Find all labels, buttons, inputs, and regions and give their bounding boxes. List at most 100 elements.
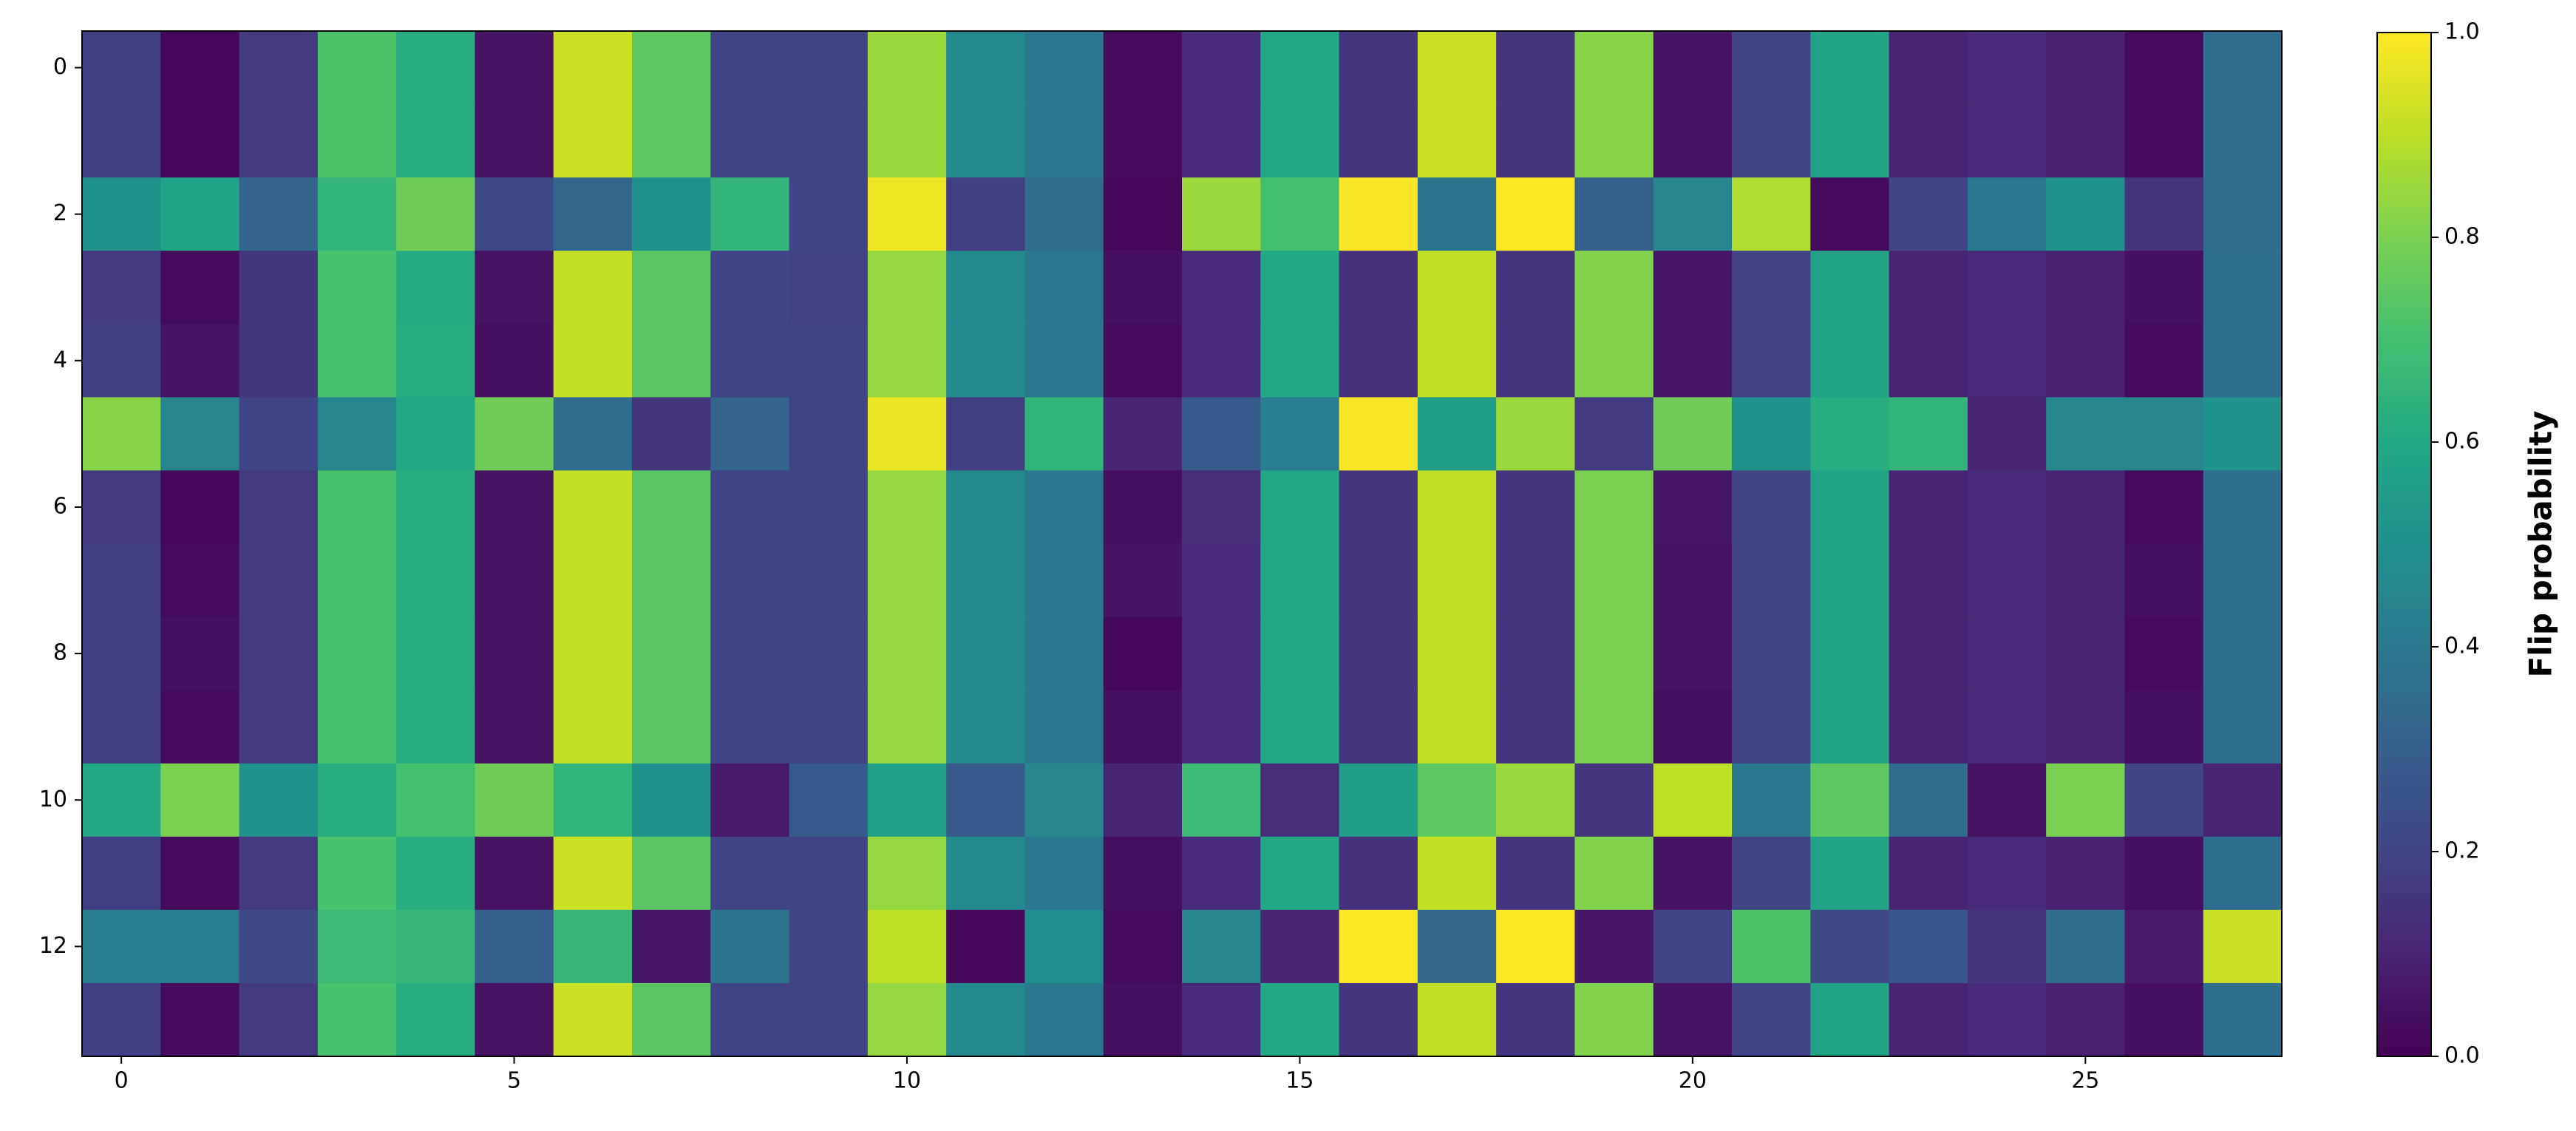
heatmap-cell <box>1653 31 1733 105</box>
heatmap-cell <box>2203 324 2283 398</box>
heatmap-cell <box>1653 397 1733 472</box>
heatmap-cell <box>475 543 554 618</box>
colorbar-tick-label: 0.4 <box>2444 634 2480 659</box>
heatmap-cell <box>160 617 240 691</box>
heatmap-cell <box>789 763 869 838</box>
heatmap-cell <box>2203 31 2283 105</box>
heatmap-cell <box>867 324 947 398</box>
heatmap-cell <box>946 617 1026 691</box>
heatmap-cell <box>2203 763 2283 838</box>
heatmap-cell <box>396 324 476 398</box>
heatmap-cell <box>632 324 711 398</box>
heatmap-cell <box>1653 690 1733 764</box>
heatmap-cell <box>2046 397 2126 472</box>
heatmap-cell <box>867 104 947 178</box>
heatmap-cell <box>82 543 161 618</box>
heatmap-cell <box>553 251 633 325</box>
heatmap-cell <box>396 982 476 1057</box>
heatmap-cell <box>1339 324 1418 398</box>
heatmap-cell <box>1417 324 1497 398</box>
heatmap-cell <box>1496 470 1576 545</box>
heatmap-cell <box>317 763 397 838</box>
heatmap-cell <box>1024 31 1104 105</box>
y-tick-label: 12 <box>39 933 67 959</box>
heatmap-cell <box>2046 982 2126 1057</box>
heatmap-cell <box>1024 397 1104 472</box>
plot-frame <box>81 30 2283 1057</box>
heatmap-cell <box>1182 543 1261 618</box>
heatmap-cell <box>1889 763 1968 838</box>
heatmap-cell <box>1339 31 1418 105</box>
heatmap-cell <box>1653 836 1733 911</box>
heatmap-cell <box>1810 543 1890 618</box>
y-tick-label: 0 <box>53 54 67 80</box>
heatmap-cell <box>1496 617 1576 691</box>
heatmap-cell <box>1810 617 1890 691</box>
heatmap-cell <box>789 31 869 105</box>
heatmap-cell <box>710 177 790 251</box>
heatmap-cell <box>1967 543 2047 618</box>
heatmap-cell <box>2046 470 2126 545</box>
heatmap-cell <box>1260 470 1340 545</box>
heatmap-cell <box>396 836 476 911</box>
heatmap-cell <box>710 982 790 1057</box>
heatmap-cell <box>1496 177 1576 251</box>
heatmap-cell <box>1653 982 1733 1057</box>
heatmap-cell <box>1967 690 2047 764</box>
heatmap-cell <box>1889 690 1968 764</box>
heatmap-cell <box>1810 690 1890 764</box>
heatmap-cell <box>1024 543 1104 618</box>
heatmap-cell <box>396 31 476 105</box>
heatmap-cell <box>2203 690 2283 764</box>
heatmap-cell <box>82 251 161 325</box>
heatmap-cell <box>1967 982 2047 1057</box>
heatmap-cell <box>396 251 476 325</box>
heatmap-cell <box>1103 470 1183 545</box>
heatmap-cell <box>2046 763 2126 838</box>
heatmap-cell <box>1103 836 1183 911</box>
heatmap-cell <box>160 763 240 838</box>
heatmap-cell <box>1024 177 1104 251</box>
heatmap-cell <box>2124 982 2204 1057</box>
heatmap-cell <box>475 324 554 398</box>
heatmap-cell <box>239 836 319 911</box>
heatmap-cell <box>946 324 1026 398</box>
heatmap-cell <box>1574 104 1654 178</box>
heatmap-cell <box>1967 836 2047 911</box>
heatmap-cell <box>789 324 869 398</box>
heatmap-cell <box>1496 690 1576 764</box>
heatmap-cell <box>553 543 633 618</box>
heatmap-cell <box>317 397 397 472</box>
heatmap-cell <box>867 617 947 691</box>
heatmap-cell <box>1260 251 1340 325</box>
heatmap-cell <box>710 324 790 398</box>
heatmap-cell <box>789 104 869 178</box>
heatmap-cell <box>82 982 161 1057</box>
heatmap-cell <box>160 104 240 178</box>
heatmap-cell <box>396 909 476 984</box>
heatmap-cell <box>1182 324 1261 398</box>
heatmap-cell <box>239 982 319 1057</box>
heatmap-cell <box>867 31 947 105</box>
heatmap-cell <box>2124 543 2204 618</box>
heatmap-cell <box>1339 617 1418 691</box>
heatmap-cell <box>1103 543 1183 618</box>
heatmap-cell <box>1417 982 1497 1057</box>
heatmap-cell <box>1024 470 1104 545</box>
heatmap-cell <box>1889 982 1968 1057</box>
x-tick-label: 10 <box>893 1068 921 1094</box>
heatmap-cell <box>317 104 397 178</box>
heatmap-cell <box>632 470 711 545</box>
colorbar-tick-label: 0.6 <box>2444 429 2480 455</box>
x-tick-label: 0 <box>115 1068 129 1094</box>
heatmap-cell <box>1574 31 1654 105</box>
heatmap-cell <box>1182 690 1261 764</box>
y-tick-label: 6 <box>53 493 67 519</box>
heatmap-cell <box>82 617 161 691</box>
heatmap-cell <box>1496 763 1576 838</box>
heatmap-cell <box>2124 397 2204 472</box>
heatmap-cell <box>789 836 869 911</box>
heatmap-cell <box>1889 909 1968 984</box>
heatmap-cell <box>1260 909 1340 984</box>
